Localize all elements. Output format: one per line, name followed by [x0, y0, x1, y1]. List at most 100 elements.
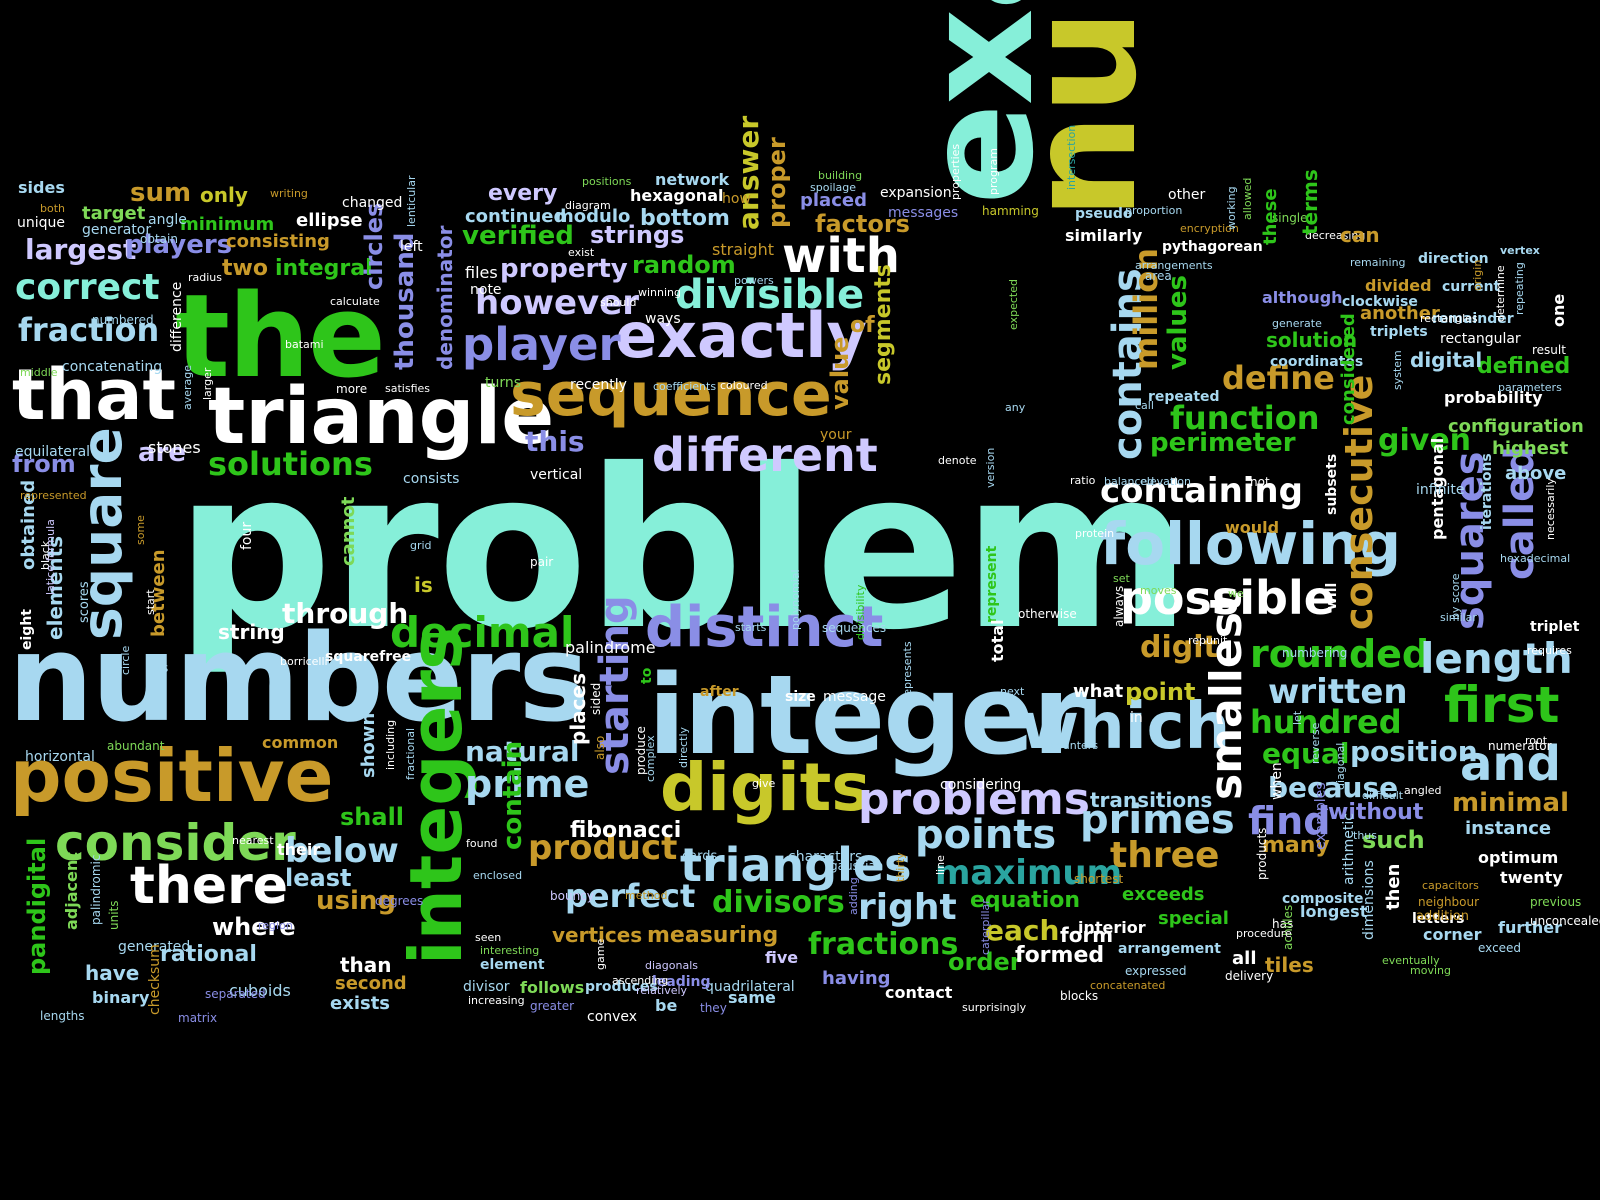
- word-string: string: [218, 620, 285, 644]
- word-every: every: [488, 181, 558, 206]
- word-segments: segments: [871, 264, 896, 385]
- word-equation: equation: [970, 888, 1081, 913]
- word-triplet: triplet: [1530, 619, 1580, 635]
- word-borricelli: borricelli: [280, 655, 328, 668]
- word-represents: represents: [901, 641, 914, 700]
- word-triplets: triplets: [1370, 324, 1428, 340]
- word-starts: starts: [735, 621, 767, 634]
- word-hexagonal: hexagonal: [630, 186, 724, 205]
- word-procedure: procedure: [1236, 927, 1292, 940]
- word-shortest: shortest: [1074, 872, 1124, 886]
- word-least: least: [285, 864, 352, 892]
- word-origin: origin: [1471, 259, 1484, 291]
- word-many: many: [1262, 833, 1330, 858]
- word-pandigital: pandigital: [23, 837, 51, 975]
- word-form: form: [1060, 923, 1114, 947]
- word-placed: placed: [800, 190, 867, 211]
- word-surprisingly: surprisingly: [962, 1001, 1027, 1014]
- word-eventually: eventually: [1382, 954, 1440, 967]
- word-values: values: [1163, 274, 1193, 370]
- word-decreasing: decreasing: [1305, 229, 1366, 242]
- word-current: current: [1442, 279, 1501, 295]
- word-fractional: fractional: [404, 727, 417, 780]
- word-pythagorean: pythagorean: [1162, 239, 1263, 255]
- word-increasing: increasing: [468, 994, 525, 1007]
- word-calculate: calculate: [330, 295, 380, 308]
- word-separated: separated: [205, 987, 266, 1001]
- word-players: players: [125, 230, 233, 260]
- word-difficult: difficult: [1362, 789, 1404, 802]
- word-exceeds: exceeds: [1122, 884, 1205, 905]
- word-coordinates: coordinates: [1270, 354, 1364, 370]
- word-minimum: minimum: [180, 214, 275, 235]
- word-further: further: [1498, 918, 1563, 937]
- word-concatenated: concatenated: [1090, 979, 1166, 992]
- word-rectangles: rectangles: [1420, 312, 1478, 325]
- word-instance: instance: [1465, 818, 1552, 839]
- word-working: working: [1225, 186, 1238, 230]
- word-common: common: [262, 733, 339, 752]
- word-pseudo: pseudo: [1075, 206, 1133, 222]
- word-counters: counters: [1050, 739, 1099, 752]
- word-containing: containing: [1100, 471, 1303, 511]
- word-target: target: [82, 203, 146, 224]
- word-program: program: [987, 148, 1000, 195]
- word-middle: middle: [20, 366, 58, 379]
- word-directly: directly: [677, 726, 690, 768]
- word-vertex: vertex: [1500, 244, 1540, 257]
- word-are: are: [138, 438, 187, 468]
- word-having: having: [822, 968, 891, 989]
- word-more: more: [336, 382, 368, 396]
- word-digits: digits: [660, 749, 871, 826]
- word-similarly: similarly: [1065, 226, 1143, 245]
- word-set: set: [1113, 572, 1130, 585]
- word-hexadecimal: hexadecimal: [1500, 552, 1571, 565]
- word-exceed: exceed: [1478, 941, 1522, 955]
- word-expected: expected: [1007, 279, 1020, 330]
- word-found: found: [466, 837, 498, 850]
- word-five: five: [765, 948, 799, 967]
- word-batami: batami: [285, 338, 324, 351]
- word-only: only: [200, 183, 248, 207]
- word-proper: proper: [763, 137, 791, 228]
- word-divided: divided: [1365, 276, 1432, 295]
- word-winning: winning: [638, 286, 682, 299]
- word-factors: factors: [815, 210, 910, 238]
- word-arrangement: arrangement: [1118, 941, 1221, 957]
- word-what: what: [1073, 681, 1124, 702]
- word-integers: integers: [394, 627, 478, 965]
- word-reverse: reverse: [1309, 722, 1322, 764]
- word-represented: represented: [20, 489, 87, 502]
- word-corner: corner: [1423, 925, 1482, 944]
- word-lengths: lengths: [40, 1009, 85, 1023]
- word-considered: considered: [1338, 313, 1359, 425]
- word-strings: strings: [590, 221, 685, 249]
- word-thus: thus: [1353, 829, 1377, 842]
- word-prime: prime: [465, 762, 590, 806]
- word-line: line: [934, 855, 947, 875]
- word-divisor: divisor: [463, 979, 510, 995]
- word-changed: changed: [342, 195, 403, 211]
- word-degrees: degrees: [375, 894, 424, 908]
- word-bottom: bottom: [640, 206, 730, 231]
- word-blocks: blocks: [1060, 989, 1099, 1003]
- word-ascending: ascending: [612, 974, 669, 987]
- word-distinct: distinct: [645, 595, 884, 660]
- word-cannot: cannot: [338, 496, 359, 566]
- word-game: game: [594, 938, 607, 970]
- word-triangles: triangles: [680, 838, 912, 892]
- word-has: has: [1272, 917, 1294, 931]
- word-diagonal: diagonal: [1334, 742, 1347, 790]
- word-total: total: [988, 619, 1007, 662]
- word-primes: primes: [1080, 797, 1235, 843]
- word-leading: leading: [652, 974, 711, 990]
- word-necessarily: necessarily: [1544, 478, 1557, 540]
- word-when: when: [1269, 762, 1285, 800]
- word-hamming: hamming: [982, 204, 1039, 218]
- word-characters: characters: [788, 849, 863, 865]
- word-minimal: minimal: [1452, 788, 1569, 818]
- word-rounded: rounded: [1250, 632, 1430, 676]
- word-first: first: [1444, 676, 1560, 734]
- word-proportion: proportion: [1125, 204, 1183, 217]
- word-product: product: [528, 828, 678, 868]
